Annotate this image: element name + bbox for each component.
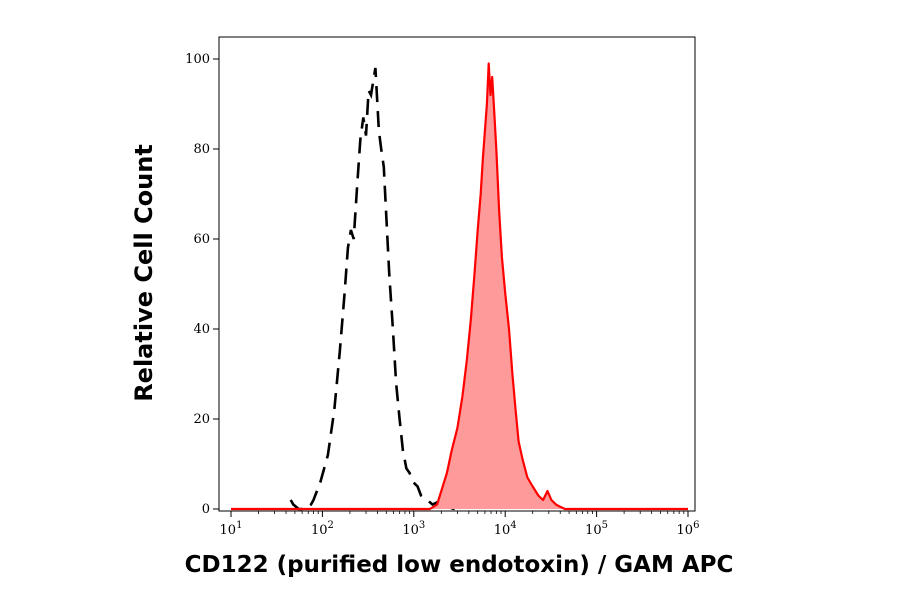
x-tick-label: 101 — [220, 520, 243, 538]
y-axis: 0 20 40 60 80 100 — [185, 52, 219, 517]
x-tick-label: 103 — [402, 520, 425, 538]
y-tick-label: 100 — [185, 52, 210, 67]
x-tick-label: 106 — [677, 520, 700, 538]
y-tick-label: 40 — [193, 322, 210, 337]
control-sample-dashed-line — [289, 67, 455, 511]
x-tick-label: 104 — [494, 520, 517, 538]
y-tick-label: 80 — [193, 142, 210, 157]
plot-area — [231, 62, 688, 511]
x-axis: 101 102 103 104 105 106 — [220, 511, 700, 538]
plot-frame — [218, 36, 696, 512]
y-tick-label: 20 — [193, 412, 210, 427]
x-tick-label: 102 — [311, 520, 334, 538]
x-tick-label: 105 — [585, 520, 608, 538]
x-axis-title: CD122 (purified low endotoxin) / GAM APC — [185, 552, 734, 578]
y-tick-label: 60 — [193, 232, 210, 247]
stained-sample-area-fill — [231, 63, 688, 509]
stained-sample-line — [231, 62, 688, 511]
y-axis-title: Relative Cell Count — [130, 144, 158, 402]
y-tick-label: 0 — [202, 502, 210, 517]
